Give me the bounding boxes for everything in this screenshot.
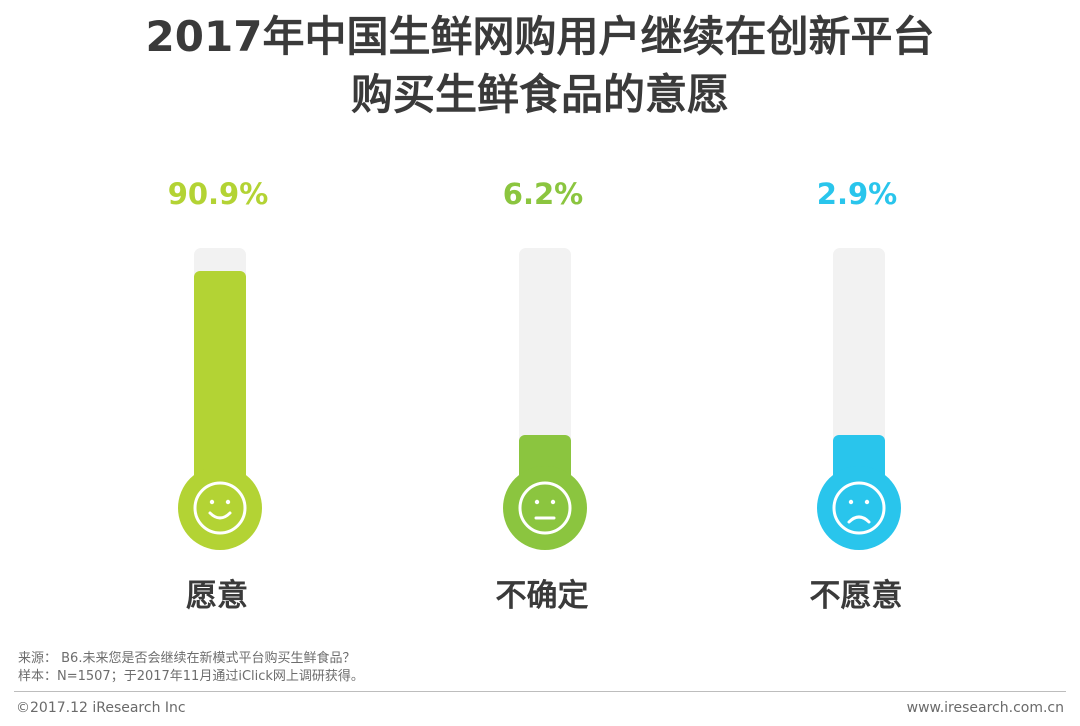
- chart-title-line-1: 2017年中国生鲜网购用户继续在创新平台: [145, 12, 935, 61]
- category-label: 愿意: [186, 578, 248, 614]
- thermometer-1: 90.9% 愿意: [168, 177, 269, 614]
- footer-divider: [14, 691, 1066, 692]
- chart-title: 2017年中国生鲜网购用户继续在创新平台 购买生鲜食品的意愿: [0, 8, 1080, 124]
- thermometer-2: 6.2% 不确定: [496, 177, 589, 614]
- value-label: 6.2%: [503, 177, 583, 211]
- chart-title-line-2: 购买生鲜食品的意愿: [350, 70, 729, 119]
- bar: [194, 271, 246, 515]
- value-label: 2.9%: [817, 177, 897, 211]
- thermometer-3: 2.9% 不愿意: [810, 177, 903, 614]
- website-link[interactable]: www.iresearch.com.cn: [906, 700, 1064, 716]
- category-label: 不愿意: [810, 578, 903, 614]
- category-label: 不确定: [496, 578, 589, 614]
- bar-bulb: [817, 466, 901, 550]
- smile-face-icon: [193, 481, 247, 535]
- frown-face-icon: [832, 481, 886, 535]
- bar-bulb: [178, 466, 262, 550]
- thermometer-chart: 90.9% 愿意 6.2% 不确定 2.9% 不愿意: [168, 177, 903, 614]
- value-label: 90.9%: [168, 177, 269, 211]
- source-note: 来源： B6.未来您是否会继续在新模式平台购买生鲜食品？: [18, 651, 356, 666]
- bar-bulb: [503, 466, 587, 550]
- sample-note: 样本：N=1507；于2017年11月通过iClick网上调研获得。: [18, 669, 364, 684]
- copyright-text: ©2017.12 iResearch Inc: [16, 700, 186, 716]
- neutral-face-icon: [518, 481, 572, 535]
